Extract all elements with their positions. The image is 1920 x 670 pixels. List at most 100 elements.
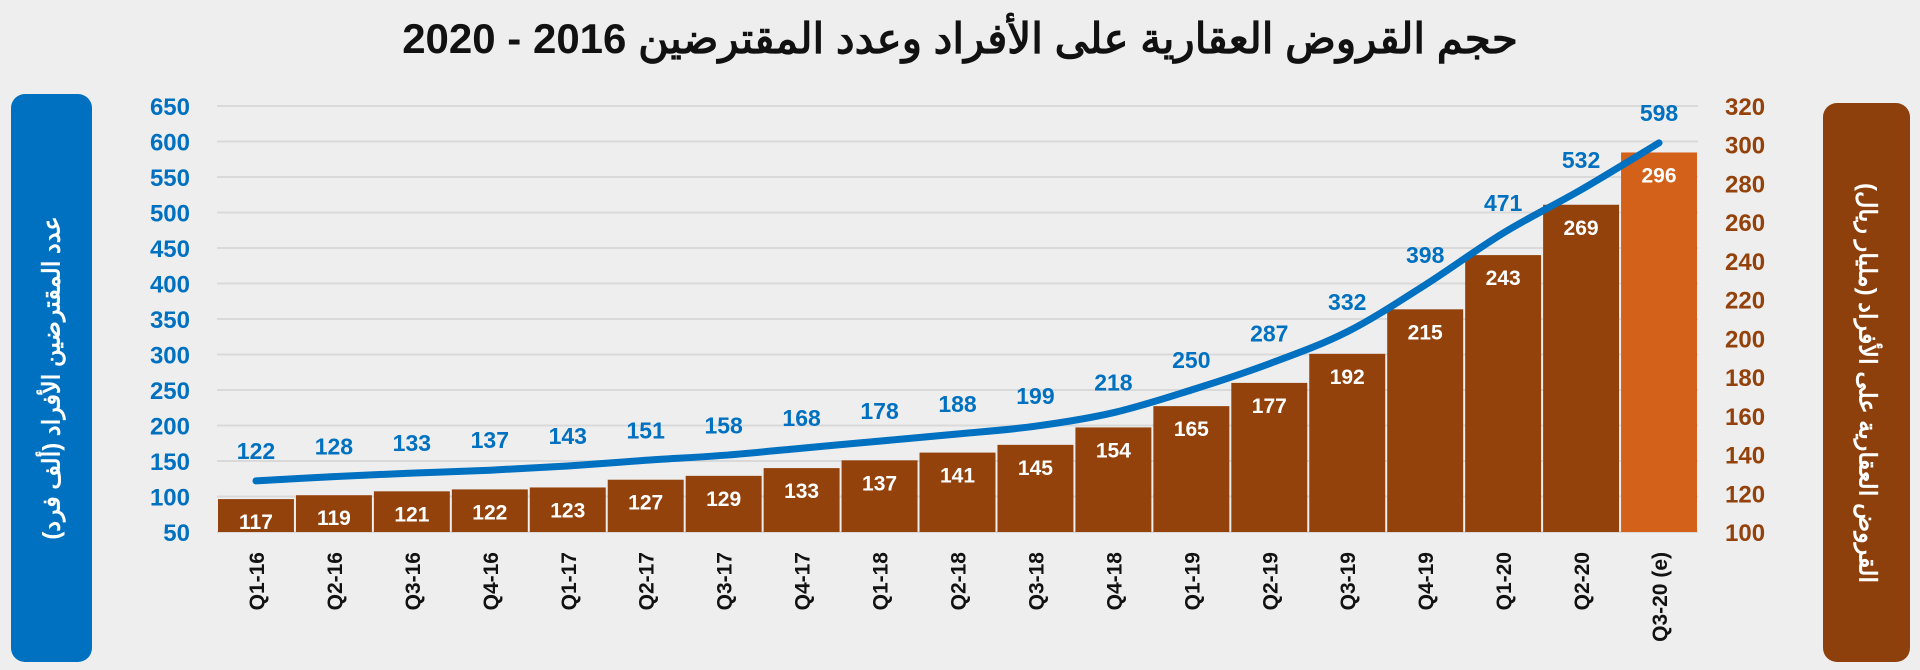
left-tick-label: 550 (150, 165, 190, 192)
bar (1231, 382, 1308, 532)
right-axis-label-box: القروض العقارية على الأفراد (مليار ريال) (1823, 103, 1910, 662)
line-value-label: 178 (860, 398, 899, 424)
bar-value-label: 177 (1252, 395, 1287, 418)
bar (685, 475, 762, 532)
line-value-label: 250 (1172, 347, 1210, 373)
bar (373, 491, 450, 532)
line-value-label: 122 (237, 438, 275, 464)
bar-value-label: 129 (706, 488, 741, 511)
bar (763, 468, 840, 532)
category-label: Q3-17 (714, 552, 737, 610)
right-tick-label: 120 (1725, 481, 1765, 508)
category-label: Q4-16 (480, 552, 503, 610)
bar-value-label: 141 (940, 465, 975, 488)
borrowers-line (252, 139, 1663, 485)
bar-value-label: 122 (472, 501, 507, 524)
line-value-label: 137 (471, 427, 509, 453)
bar-value-label: 145 (1018, 457, 1053, 480)
left-tick-label: 400 (150, 272, 190, 299)
bar (841, 460, 918, 532)
category-label: Q1-19 (1181, 552, 1204, 610)
left-tick-label: 500 (150, 201, 190, 228)
bar-value-label: 165 (1174, 418, 1209, 441)
line-value-label: 218 (1094, 370, 1133, 396)
bar-value-label: 133 (784, 480, 819, 503)
line-value-label: 471 (1484, 190, 1523, 216)
bar (218, 499, 294, 532)
bar (607, 479, 684, 532)
left-tick-label: 450 (150, 236, 190, 263)
category-label: Q2-16 (324, 552, 347, 610)
right-tick-label: 200 (1725, 326, 1765, 353)
left-tick-label: 300 (150, 343, 190, 370)
category-label: Q2-19 (1259, 552, 1282, 610)
category-label: Q4-17 (792, 552, 815, 610)
left-tick-label: 650 (150, 94, 190, 121)
bar (529, 487, 606, 532)
bar-value-label: 123 (550, 499, 585, 522)
right-tick-label: 280 (1725, 171, 1765, 198)
line-value-label: 133 (393, 430, 431, 456)
left-axis-label-box: عدد المقترضين الأفراد (ألف فرد) (11, 94, 92, 662)
line-value-label: 598 (1640, 100, 1679, 126)
bar (919, 452, 996, 532)
category-label: Q4-19 (1415, 552, 1438, 610)
line-value-label: 151 (627, 417, 666, 443)
bar (997, 444, 1074, 532)
left-tick-label: 600 (150, 130, 190, 157)
right-tick-label: 220 (1725, 288, 1765, 315)
right-tick-label: 100 (1725, 520, 1765, 547)
left-tick-label: 100 (150, 485, 190, 512)
bar (1465, 255, 1542, 532)
bar-value-label: 119 (317, 507, 351, 530)
line-value-label: 332 (1328, 289, 1366, 315)
bar (1153, 406, 1230, 532)
bar-value-label: 127 (628, 492, 663, 515)
bar-value-label: 121 (394, 503, 429, 526)
line-value-label: 199 (1016, 383, 1054, 409)
bar (451, 489, 528, 532)
bar-value-label: 192 (1330, 366, 1365, 389)
category-label: Q1-18 (870, 552, 893, 611)
bar (1075, 427, 1152, 532)
bar-value-label: 154 (1096, 439, 1131, 462)
category-label: Q1-20 (1493, 552, 1516, 610)
bar-value-label: 137 (862, 472, 897, 495)
bar (1543, 204, 1620, 532)
line-value-label: 188 (938, 391, 977, 417)
bar-value-label: 269 (1564, 217, 1599, 240)
right-tick-label: 180 (1725, 365, 1765, 392)
line-value-label: 532 (1562, 147, 1600, 173)
line-value-label: 128 (315, 434, 354, 460)
bar-value-label: 296 (1642, 164, 1677, 187)
category-label: Q4-18 (1103, 552, 1126, 611)
bar-value-label: 215 (1408, 321, 1443, 344)
category-label: Q1-17 (558, 552, 581, 610)
right-tick-label: 140 (1725, 443, 1765, 470)
left-tick-label: 200 (150, 414, 190, 441)
bar-value-label: 117 (239, 511, 273, 534)
left-tick-label: 250 (150, 378, 190, 405)
left-tick-label: 350 (150, 307, 190, 334)
left-tick-label: 150 (150, 449, 190, 476)
category-label: Q3-19 (1337, 552, 1360, 610)
left-tick-label: 50 (163, 520, 190, 547)
right-tick-label: 300 (1725, 133, 1765, 160)
line-value-label: 158 (704, 412, 743, 438)
bar (1621, 152, 1697, 533)
right-tick-label: 240 (1725, 249, 1765, 276)
category-label: Q3-18 (1025, 552, 1048, 611)
line-value-label: 143 (549, 423, 587, 449)
right-tick-label: 160 (1725, 404, 1765, 431)
line-value-label: 398 (1406, 242, 1445, 268)
chart-title: حجم القروض العقارية على الأفراد وعدد الم… (402, 15, 1518, 62)
category-label: Q3-16 (402, 552, 425, 610)
bar (1387, 309, 1464, 532)
line-value-label: 168 (782, 405, 821, 431)
category-label: Q2-18 (948, 552, 971, 611)
category-label: Q1-16 (246, 552, 269, 610)
bar-value-label: 243 (1486, 267, 1521, 290)
right-tick-label: 260 (1725, 210, 1765, 237)
bar (295, 495, 372, 532)
